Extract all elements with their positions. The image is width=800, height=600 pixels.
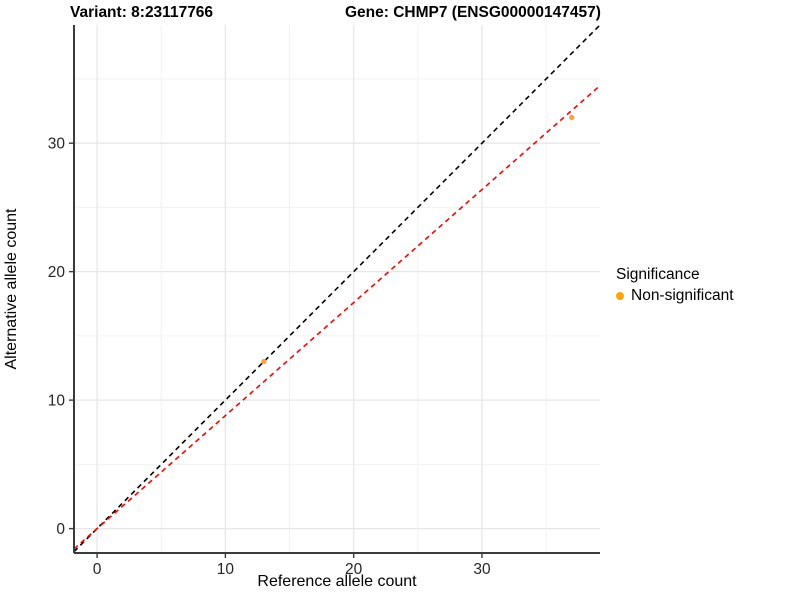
x-tick-label: 20: [345, 561, 363, 578]
y-tick-label: 20: [48, 264, 66, 281]
data-point: [261, 358, 267, 365]
legend-point-icon: [616, 292, 624, 300]
legend-title: Significance: [616, 266, 700, 283]
data-point: [569, 114, 575, 121]
legend-item: Non-significant: [616, 287, 734, 305]
x-tick-label: 10: [217, 561, 235, 578]
legend-item-label: Non-significant: [631, 287, 734, 304]
y-tick-label: 10: [48, 393, 66, 410]
fit-line: [73, 84, 601, 550]
x-tick-label: 30: [473, 561, 491, 578]
identity-line: [73, 24, 601, 553]
y-axis-title: Alternative allele count: [3, 208, 20, 370]
x-axis-title: Reference allele count: [257, 573, 417, 590]
x-tick-label: 0: [93, 561, 102, 578]
y-tick-label: 0: [56, 521, 65, 538]
plot-title-variant: Variant: 8:23117766: [70, 4, 214, 21]
legend: Significance Non-significant: [616, 266, 734, 305]
y-tick-label: 30: [48, 136, 66, 153]
plot-title-gene: Gene: CHMP7 (ENSG00000147457): [345, 4, 601, 21]
